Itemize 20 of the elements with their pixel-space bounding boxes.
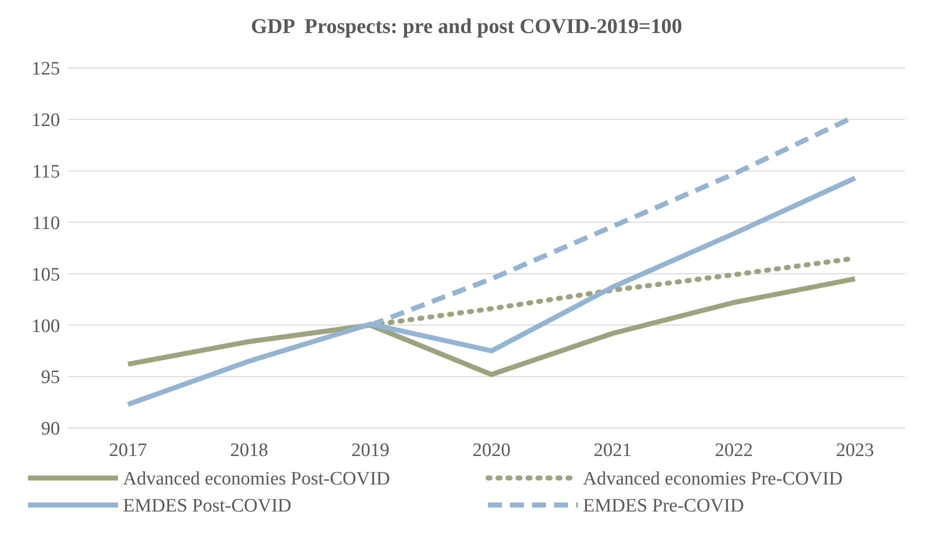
y-tick-label: 125	[32, 58, 60, 80]
x-tick-label: 2021	[594, 440, 632, 461]
y-tick-label: 115	[32, 162, 60, 183]
chart-title: GDP Prospects: pre and post COVID-2019=100	[250, 14, 682, 38]
y-tick-label: 100	[32, 316, 60, 337]
legend-label: Advanced economies Post-COVID	[123, 468, 390, 490]
x-tick-label: 2019	[351, 440, 390, 461]
y-tick-label: 120	[32, 110, 60, 132]
x-tick-label: 2017	[109, 440, 147, 461]
legend-label: EMDES Pre-COVID	[583, 496, 744, 517]
x-tick-label: 2018	[230, 440, 268, 461]
x-tick-label: 2020	[472, 440, 510, 461]
y-tick-label: 105	[32, 264, 60, 286]
y-tick-label: 90	[41, 418, 60, 440]
legend-label: Advanced economies Pre-COVID	[583, 468, 843, 490]
x-tick-label: 2023	[836, 440, 874, 461]
legend-label: EMDES Post-COVID	[123, 496, 292, 517]
x-tick-label: 2022	[714, 440, 753, 461]
y-tick-label: 95	[41, 367, 60, 388]
y-tick-label: 110	[32, 212, 60, 234]
